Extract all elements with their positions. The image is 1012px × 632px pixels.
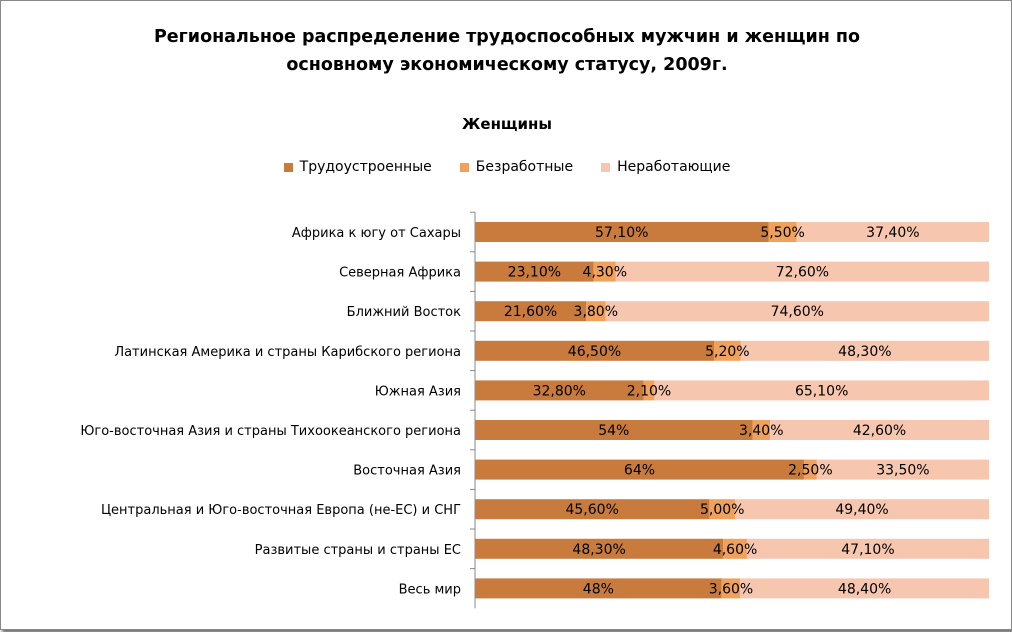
data-label-inactive: 37,40% [866,225,919,241]
data-label-employed: 57,10% [595,225,648,241]
bar-employed [475,499,710,520]
legend-item-inactive: Неработающие [601,159,730,175]
bar-unemployed [752,420,771,440]
data-label-inactive: 33,50% [876,463,929,479]
data-label-employed: 21,60% [504,304,557,320]
data-label-unemployed: 2,10% [627,383,671,399]
bar-unemployed [714,340,741,361]
legend-item-employed: Трудоустроенные [283,159,432,175]
legend-label-employed: Трудоустроенные [299,159,432,175]
bar-employed [475,578,722,599]
bar-unemployed [803,459,817,480]
data-label-inactive: 47,10% [841,542,894,558]
data-label-inactive: 49,40% [835,502,888,518]
bar-employed [475,538,724,559]
legend-item-unemployed: Безработные [459,159,574,175]
bar-inactive [605,301,989,322]
data-label-unemployed: 2,50% [788,463,832,479]
chart-title: Региональное распределение трудоспособны… [1,23,1011,79]
bar-unemployed [768,222,797,242]
category-label: Весь мир [399,582,461,597]
bar-inactive [816,459,989,480]
data-label-employed: 46,50% [568,344,621,360]
data-label-employed: 32,80% [533,383,586,399]
category-label: Восточная Азия [353,464,461,479]
bar-employed [475,420,753,440]
data-label-inactive: 65,10% [795,383,848,399]
bar-unemployed [723,538,747,559]
category-label: Южная Азия [375,384,461,399]
bar-employed [475,222,769,242]
data-label-unemployed: 5,00% [700,502,744,518]
chart-title-line-1: Региональное распределение трудоспособны… [153,27,861,47]
data-label-unemployed: 4,60% [713,542,757,558]
bar-unemployed [593,261,616,282]
bar-employed [475,380,644,401]
data-label-employed: 48,30% [572,542,625,558]
bar-inactive [615,261,989,282]
data-label-inactive: 48,30% [838,344,891,360]
data-label-employed: 48% [583,581,614,597]
data-label-inactive: 42,60% [853,423,906,439]
data-label-unemployed: 3,60% [709,581,753,597]
bar-inactive [770,420,989,440]
legend-label-inactive: Неработающие [617,159,731,175]
data-label-unemployed: 5,50% [760,225,804,241]
category-label: Северная Африка [339,266,461,281]
bar-inactive [796,222,989,242]
bar-unemployed [709,499,736,520]
bar-unemployed [586,301,606,322]
data-label-inactive: 74,60% [771,304,824,320]
data-label-employed: 64% [624,463,655,479]
legend-swatch-unemployed [459,162,469,172]
data-label-inactive: 48,40% [838,581,891,597]
bar-employed [475,261,594,282]
bar-employed [475,459,804,480]
bar-inactive [735,499,989,520]
bar-inactive [740,578,989,599]
bar-inactive [740,340,989,361]
legend-label-unemployed: Безработные [475,159,574,175]
legend-swatch-employed [283,162,293,172]
category-label: Юго-восточная Азия и страны Тихоокеанско… [80,424,461,439]
legend-swatch-inactive [601,162,611,172]
data-label-employed: 23,10% [508,265,561,281]
category-label: Ближний Восток [347,305,461,320]
chart-subtitle: Женщины [462,115,552,133]
data-label-employed: 54% [598,423,629,439]
chart-legend: Трудоустроенные Безработные Неработающие [1,159,1011,175]
category-label: Африка к югу от Сахары [292,226,461,241]
chart-title-line-2: основному экономическому статусу, 2009г. [286,55,728,75]
data-label-inactive: 72,60% [776,265,829,281]
bar-employed [475,340,715,361]
data-label-unemployed: 5,20% [705,344,749,360]
bar-unemployed [643,380,655,401]
data-label-unemployed: 4,30% [583,265,627,281]
bar-inactive [654,380,989,401]
bar-unemployed [721,578,741,599]
data-label-employed: 45,60% [565,502,618,518]
category-label: Латинская Америка и страны Карибского ре… [114,345,461,360]
data-label-unemployed: 3,80% [574,304,618,320]
bar-employed [475,301,587,322]
category-label: Развитые страны и страны ЕС [255,543,461,558]
data-label-unemployed: 3,40% [739,423,783,439]
category-label: Центральная и Юго-восточная Европа (не-Е… [101,503,461,518]
bar-inactive [746,538,989,559]
